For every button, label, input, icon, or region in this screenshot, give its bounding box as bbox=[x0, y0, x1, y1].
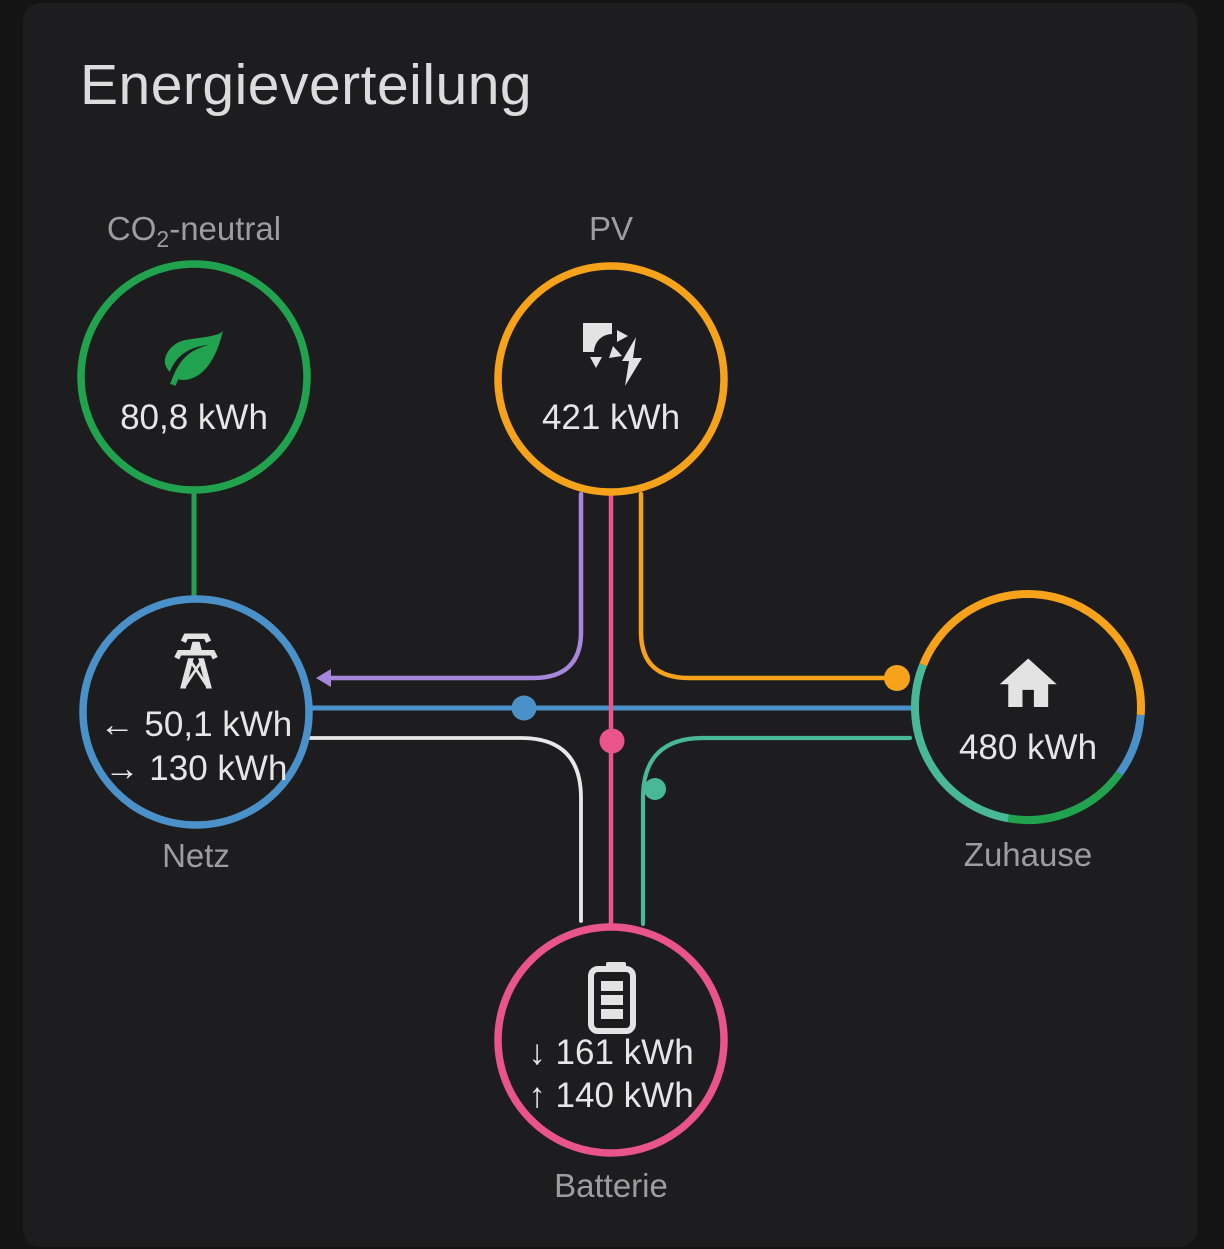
pv-node-circle[interactable] bbox=[494, 262, 728, 496]
grid-node-circle[interactable] bbox=[79, 595, 313, 829]
pv-label: PV bbox=[589, 210, 633, 247]
sun-ray-diagonal bbox=[609, 346, 622, 358]
battery-charge-value: ↓ 161 kWh bbox=[528, 1033, 693, 1072]
flow-pv-to-grid bbox=[326, 491, 584, 681]
flow-battery-to-home-dot bbox=[644, 778, 666, 800]
home-ring-nonfossil-segment bbox=[1007, 771, 1123, 824]
co2-label-sub: 2 bbox=[156, 226, 169, 252]
lightning-bolt bbox=[622, 337, 642, 386]
flow-pv-to-home-dot bbox=[884, 665, 910, 691]
sun-ray-down bbox=[590, 357, 602, 368]
solar-power-icon bbox=[583, 323, 642, 386]
flow-lines bbox=[191, 488, 914, 927]
battery-bar-2 bbox=[601, 995, 623, 1005]
flow-pv-to-home bbox=[638, 491, 887, 681]
battery-node-circle[interactable] bbox=[494, 923, 728, 1157]
pv-value: 421 kWh bbox=[542, 398, 680, 437]
transmission-tower-icon bbox=[174, 633, 218, 689]
flow-grid-to-battery bbox=[308, 736, 583, 923]
node-icons bbox=[164, 323, 1057, 1034]
home-ring-grid-segment bbox=[1116, 714, 1145, 776]
co2-label: CO2-neutral bbox=[107, 210, 281, 252]
battery-body bbox=[588, 966, 636, 1034]
flow-pv-to-grid-arrowhead bbox=[316, 669, 331, 687]
solar-panel-shape bbox=[583, 323, 612, 352]
battery-discharge-value: ↑ 140 kWh bbox=[528, 1076, 693, 1115]
battery-label: Batterie bbox=[554, 1167, 668, 1204]
card-title: Energieverteilung bbox=[80, 53, 533, 117]
node-texts: CO2-neutral 80,8 kWh PV 421 kWh ← 50,1 k… bbox=[100, 210, 1097, 1204]
home-ring-battery-segment bbox=[910, 663, 1010, 823]
grid-label: Netz bbox=[162, 837, 230, 874]
home-node-circle[interactable] bbox=[910, 590, 1145, 824]
home-label: Zuhause bbox=[964, 836, 1092, 873]
flow-grid-to-home-dot bbox=[511, 695, 537, 721]
home-icon bbox=[999, 658, 1057, 707]
battery-icon bbox=[588, 962, 636, 1034]
home-ring-solar-segment bbox=[919, 590, 1145, 716]
node-rings bbox=[77, 260, 1145, 1157]
grid-export-value: ← 50,1 kWh bbox=[100, 705, 293, 744]
co2-label-post: -neutral bbox=[169, 210, 281, 247]
co2-label-pre: CO bbox=[107, 210, 157, 247]
battery-bar-1 bbox=[601, 981, 623, 991]
sun-ray-right bbox=[617, 330, 628, 342]
flow-pv-to-battery-dot bbox=[599, 728, 625, 754]
co2-value: 80,8 kWh bbox=[120, 398, 268, 437]
flow-battery-to-home bbox=[640, 735, 913, 927]
co2-node-circle[interactable] bbox=[77, 260, 311, 494]
grid-import-value: → 130 kWh bbox=[105, 749, 288, 788]
leaf-icon bbox=[164, 330, 223, 386]
battery-bar-3 bbox=[601, 1009, 623, 1019]
home-value: 480 kWh bbox=[959, 728, 1097, 767]
